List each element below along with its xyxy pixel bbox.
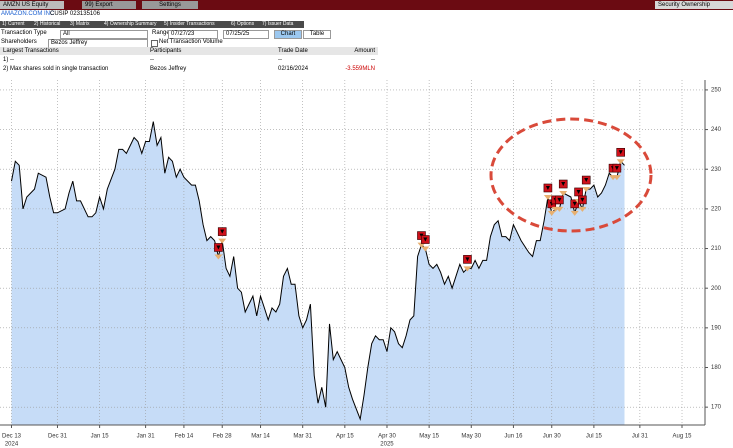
x-tick-label: May 30 (461, 434, 481, 440)
tab[interactable]: 3) Matrix (68, 21, 102, 28)
transaction-shadow (421, 246, 430, 252)
transaction-shadow (218, 238, 227, 244)
x-tick-label: Mar 31 (293, 434, 312, 440)
settings-button[interactable]: Settings (142, 1, 198, 9)
export-button[interactable]: 99) Export (82, 1, 136, 9)
label: Range (152, 30, 170, 36)
x-tick-label: Jul 15 (586, 434, 603, 440)
tab[interactable]: 5) Insider Transactions (162, 21, 229, 28)
table-cell: -- (371, 57, 375, 63)
x-tick-label: Mar 14 (251, 434, 270, 440)
label: Shareholders (1, 39, 37, 45)
table-cell: Bezos Jeffrey (150, 66, 187, 72)
checkbox-label: Net Transaction Volume (159, 39, 223, 45)
y-tick-label: 230 (711, 167, 722, 173)
transaction-shadow (463, 266, 472, 272)
table-cell: -- (278, 57, 282, 63)
transaction-shadow (612, 175, 621, 181)
transaction-shadow (555, 206, 564, 212)
y-tick-label: 170 (711, 405, 722, 411)
transaction-shadow (582, 187, 591, 193)
x-tick-label: Dec 31 (48, 434, 68, 440)
year-label: 2024 (5, 442, 19, 448)
column-header: Largest Transactions (3, 48, 59, 54)
tab[interactable]: 2) Historical (32, 21, 68, 28)
y-tick-label: 250 (711, 87, 722, 93)
range-end[interactable]: 07/25/25 (223, 30, 269, 39)
highlight-ellipse (489, 117, 653, 233)
table-cell: -3.559MLN (345, 66, 375, 72)
y-tick-label: 210 (711, 246, 722, 252)
transaction-arrow (545, 185, 550, 190)
x-tick-label: May 15 (419, 434, 439, 440)
transaction-arrow (561, 182, 566, 187)
y-tick-label: 240 (711, 127, 722, 133)
x-tick-label: Dec 13 (2, 434, 22, 440)
x-tick-label: Jan 31 (137, 434, 156, 440)
transaction-arrow (220, 229, 225, 234)
transaction-arrow (618, 150, 623, 155)
column-header: Amount (354, 48, 375, 54)
transaction-shadow (543, 194, 552, 200)
area (11, 121, 625, 425)
transaction-arrow (580, 197, 585, 202)
transaction-arrow (557, 197, 562, 202)
x-tick-label: Jul 31 (632, 434, 649, 440)
chart: 170 180 190 200 210 220 230 240 250 Dec 13 Dec 31 J… (0, 80, 722, 448)
transaction-shadow (570, 210, 579, 216)
range-start[interactable]: 07/27/23 (168, 30, 218, 39)
transaction-shadow (616, 159, 625, 165)
tab[interactable]: 4) Ownership Summary (102, 21, 162, 28)
transaction-arrow (423, 237, 428, 242)
transaction-arrow (576, 189, 581, 194)
label: Transaction Type (1, 30, 47, 36)
tab[interactable]: 7) Issuer Data (260, 21, 304, 28)
tab[interactable]: 1) Current (0, 21, 32, 28)
x-tick-label: Apr 15 (336, 434, 354, 440)
year-label: 2025 (380, 442, 394, 448)
transaction-arrow (216, 245, 221, 250)
transaction-shadow (214, 254, 223, 260)
x-tick-label: Feb 14 (175, 434, 194, 440)
tab[interactable]: 6) Options (229, 21, 260, 28)
x-tick-label: Jun 30 (543, 434, 562, 440)
x-tick-label: Jan 15 (91, 434, 110, 440)
price-line (11, 121, 625, 422)
table-header (0, 47, 378, 55)
table-cell: 02/16/2024 (278, 66, 309, 72)
transaction-arrow (572, 201, 577, 206)
security-field[interactable]: AMZN US Equity (0, 1, 64, 9)
transaction-shadow (547, 210, 556, 216)
y-tick-label: 220 (711, 206, 722, 212)
checkbox[interactable] (151, 40, 158, 47)
y-tick-label: 190 (711, 325, 722, 331)
y-tick-label: 200 (711, 286, 722, 292)
table-cell: 1) -- (3, 57, 14, 63)
x-tick-label: Apr 30 (378, 434, 396, 440)
column-header: Participants (150, 48, 182, 54)
transaction-arrow (614, 166, 619, 171)
x-tick-label: Aug 15 (672, 434, 692, 440)
transaction-arrow (584, 178, 589, 183)
transaction-shadow (578, 206, 587, 212)
y-tick-label: 180 (711, 365, 722, 371)
company-name: AMAZON.COM INC (1, 11, 55, 17)
table-button[interactable]: Table (303, 30, 331, 39)
x-tick-label: Jun 16 (504, 434, 523, 440)
table-cell: 2) Max shares sold in single transaction (3, 66, 109, 72)
x-tick-label: Feb 28 (213, 434, 232, 440)
function-title: Security Ownership (655, 1, 733, 9)
column-header: Trade Date (278, 48, 308, 54)
transaction-shadow (559, 191, 568, 197)
table-cell: -- (150, 57, 154, 63)
type-select[interactable]: All (60, 30, 148, 39)
top-bar (0, 0, 733, 10)
cusip: CUSIP 023135106 (50, 11, 100, 17)
chart-button[interactable]: Chart (274, 30, 302, 39)
transaction-arrow (465, 257, 470, 262)
